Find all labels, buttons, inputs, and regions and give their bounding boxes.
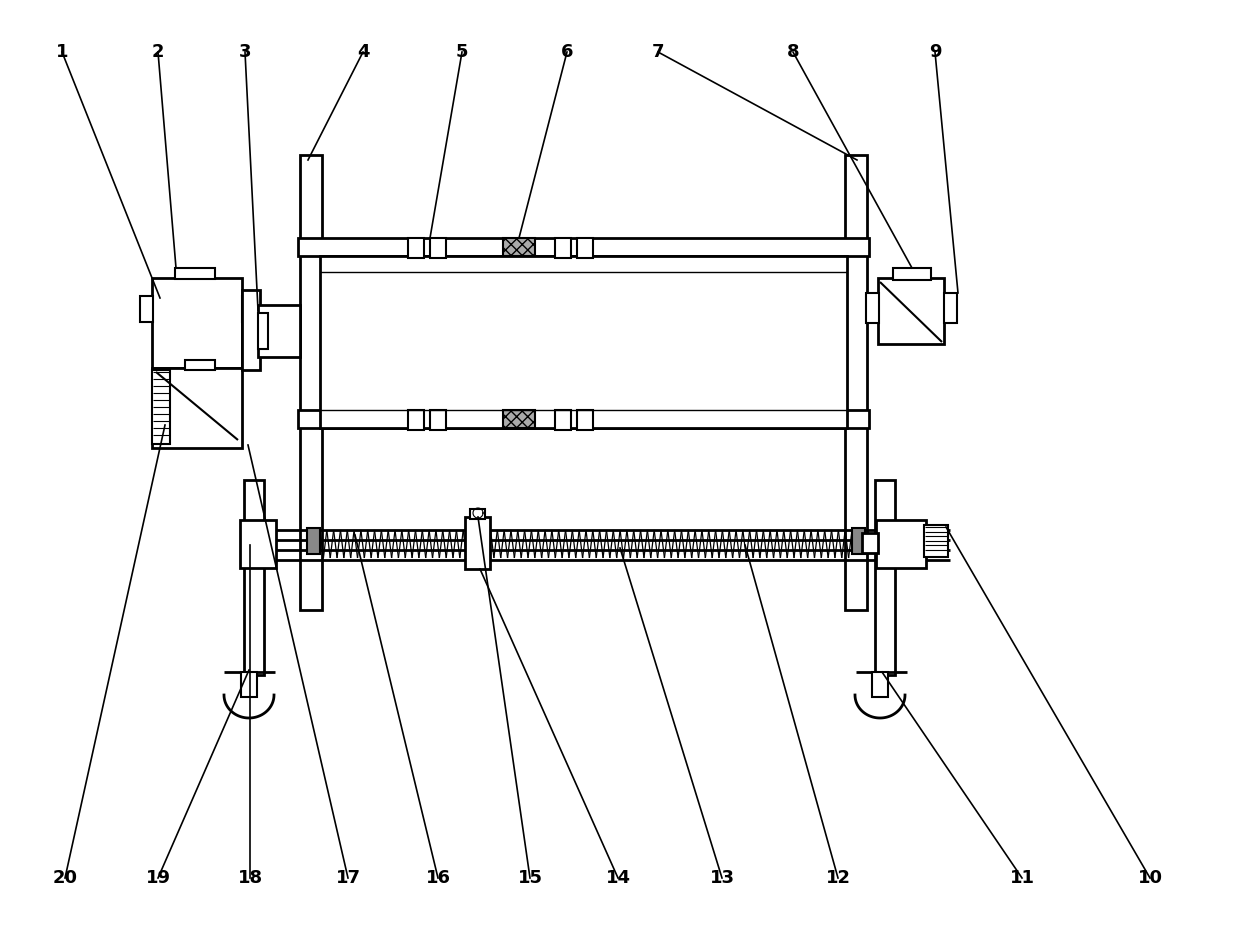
Bar	[258, 313, 268, 349]
Bar	[153, 278, 242, 368]
Bar	[242, 296, 255, 322]
Bar	[875, 520, 926, 568]
Text: 11: 11	[1009, 869, 1034, 887]
Text: 14: 14	[605, 869, 630, 887]
Bar	[153, 370, 170, 444]
Bar	[430, 410, 446, 430]
Bar	[298, 410, 869, 428]
Bar	[430, 238, 446, 258]
Text: 5: 5	[456, 43, 469, 61]
Bar	[300, 155, 322, 610]
Bar	[153, 368, 242, 448]
Text: 6: 6	[560, 43, 573, 61]
Text: 20: 20	[52, 869, 77, 887]
Bar	[852, 528, 866, 554]
Text: 1: 1	[56, 43, 68, 61]
Bar	[577, 410, 593, 430]
Bar	[241, 672, 257, 697]
Text: 15: 15	[517, 869, 543, 887]
Text: 13: 13	[709, 869, 734, 887]
Bar	[556, 238, 570, 258]
Bar	[242, 290, 260, 370]
Text: 2: 2	[151, 43, 164, 61]
Bar	[470, 509, 485, 519]
Bar	[924, 525, 949, 557]
Bar	[408, 238, 424, 258]
Text: 4: 4	[357, 43, 370, 61]
Text: 10: 10	[1137, 869, 1163, 887]
Bar	[185, 360, 215, 370]
Bar	[872, 672, 888, 697]
Bar	[556, 410, 570, 430]
Bar	[308, 528, 320, 554]
Bar	[878, 278, 944, 344]
Bar	[175, 268, 215, 279]
Text: 18: 18	[237, 869, 263, 887]
Text: 3: 3	[239, 43, 252, 61]
Bar	[503, 410, 534, 428]
Bar	[241, 520, 277, 568]
Bar	[140, 296, 153, 322]
Text: 19: 19	[145, 869, 171, 887]
Text: 7: 7	[652, 43, 665, 61]
Text: 8: 8	[786, 43, 800, 61]
Bar	[862, 533, 878, 553]
Bar	[503, 238, 534, 256]
Bar	[866, 293, 879, 323]
Text: 17: 17	[336, 869, 361, 887]
Text: 16: 16	[425, 869, 450, 887]
Bar	[298, 238, 869, 256]
Text: 12: 12	[826, 869, 851, 887]
Bar	[875, 480, 895, 675]
Bar	[258, 305, 300, 357]
Bar	[944, 293, 957, 323]
Bar	[244, 480, 264, 675]
Bar	[577, 238, 593, 258]
Bar	[320, 256, 847, 428]
Bar	[408, 410, 424, 430]
Bar	[465, 517, 490, 569]
Bar	[844, 155, 867, 610]
Bar	[893, 268, 931, 280]
Text: 9: 9	[929, 43, 941, 61]
